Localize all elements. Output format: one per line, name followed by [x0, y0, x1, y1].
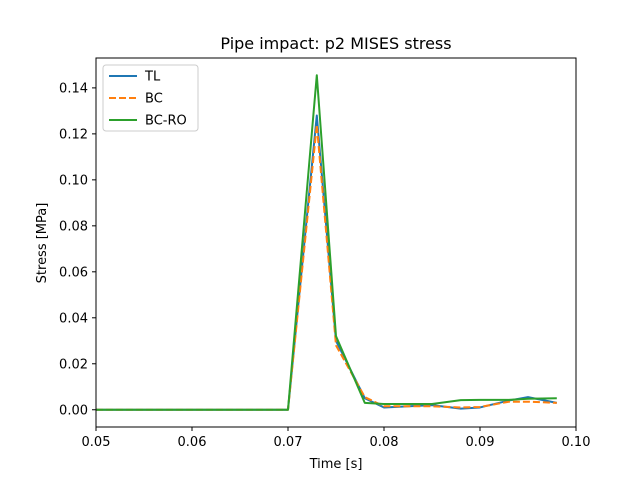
x-tick-label: 0.07 [274, 435, 303, 450]
x-tick-label: 0.06 [178, 435, 207, 450]
plot-area [96, 74, 557, 411]
y-tick-label: 0.14 [59, 81, 88, 96]
y-tick-label: 0.00 [59, 403, 88, 418]
axes-frame [95, 57, 577, 428]
x-axis-label: Time [s] [309, 457, 363, 472]
legend-label: TL [144, 70, 161, 85]
y-tick-label: 0.04 [59, 311, 88, 326]
x-tick-label: 0.08 [370, 435, 399, 450]
x-tick-label: 0.05 [82, 435, 111, 450]
y-tick-label: 0.12 [59, 127, 88, 142]
legend-box [102, 64, 199, 132]
series-line-bc-ro [96, 74, 557, 411]
y-axis-label: Stress [MPa] [35, 203, 50, 284]
legend-label: BC [145, 92, 163, 107]
chart-title: Pipe impact: p2 MISES stress [220, 34, 451, 53]
series-line-bc [96, 123, 557, 411]
legend-label: BC-RO [145, 114, 187, 129]
y-tick-label: 0.02 [59, 357, 88, 372]
y-tick-label: 0.08 [59, 219, 88, 234]
x-tick-label: 0.09 [466, 435, 495, 450]
axes: 0.05 0.06 0.07 0.08 0.09 0.10 0.00 0.02 0.04 0.06… [59, 57, 591, 450]
legend: TL BC BC-RO [102, 64, 199, 132]
y-tick-label: 0.10 [59, 173, 88, 188]
x-tick-label: 0.10 [562, 435, 591, 450]
y-tick-label: 0.06 [59, 265, 88, 280]
